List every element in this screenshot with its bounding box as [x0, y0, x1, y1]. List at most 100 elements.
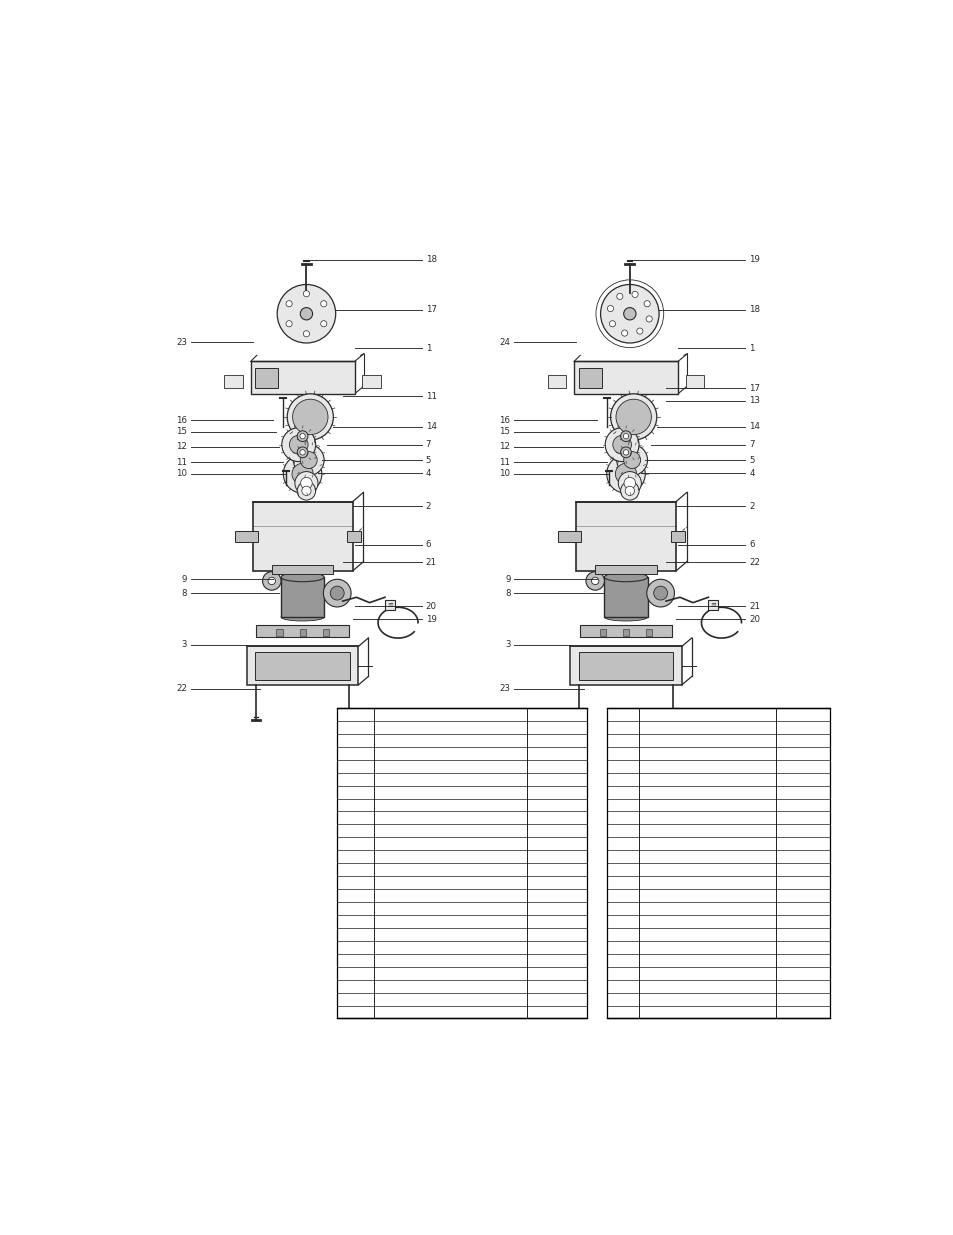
Text: 18: 18: [748, 305, 760, 315]
Text: 10: 10: [176, 469, 187, 478]
Circle shape: [620, 482, 639, 500]
Text: 9: 9: [181, 576, 187, 584]
Bar: [336, 708, 587, 1019]
Circle shape: [620, 447, 631, 458]
Circle shape: [620, 431, 631, 442]
Bar: [255, 368, 278, 388]
Bar: [604, 577, 647, 618]
Circle shape: [292, 463, 313, 484]
Circle shape: [645, 316, 652, 322]
Text: 2: 2: [748, 501, 754, 511]
Bar: [347, 531, 361, 542]
Circle shape: [277, 284, 335, 343]
Text: 24: 24: [499, 337, 510, 347]
Text: 12: 12: [176, 442, 187, 452]
Ellipse shape: [281, 614, 324, 621]
Circle shape: [622, 450, 628, 454]
Circle shape: [283, 454, 321, 493]
Circle shape: [297, 431, 308, 442]
Circle shape: [616, 399, 651, 435]
Circle shape: [646, 579, 674, 606]
Circle shape: [323, 579, 351, 606]
Text: 21: 21: [425, 558, 436, 567]
Text: 7: 7: [748, 440, 754, 450]
Text: 2: 2: [425, 501, 431, 511]
Circle shape: [320, 300, 327, 306]
FancyBboxPatch shape: [251, 362, 355, 394]
Text: 13: 13: [748, 396, 760, 405]
Bar: [645, 630, 652, 636]
Text: 16: 16: [499, 415, 510, 425]
Text: 22: 22: [176, 684, 187, 693]
Bar: [578, 368, 601, 388]
Text: 9: 9: [504, 576, 510, 584]
Text: 23: 23: [176, 337, 187, 347]
Circle shape: [609, 321, 615, 327]
Text: ≡: ≡: [387, 603, 393, 609]
Circle shape: [289, 435, 308, 454]
Text: 3: 3: [181, 641, 187, 650]
Text: 11: 11: [176, 458, 187, 467]
Text: 17: 17: [425, 305, 436, 315]
Circle shape: [621, 330, 627, 336]
Bar: [322, 630, 329, 636]
Circle shape: [607, 305, 613, 311]
Text: 7: 7: [425, 440, 431, 450]
Text: 20: 20: [748, 615, 760, 624]
Text: 3: 3: [504, 641, 510, 650]
Bar: [685, 375, 703, 388]
Text: 15: 15: [176, 427, 187, 436]
Text: 5: 5: [748, 456, 754, 464]
Bar: [234, 531, 257, 542]
Bar: [547, 375, 566, 388]
Text: 11: 11: [499, 458, 510, 467]
Circle shape: [631, 291, 638, 298]
Bar: [276, 630, 282, 636]
Text: 8: 8: [504, 589, 510, 598]
Text: 4: 4: [748, 468, 754, 478]
Circle shape: [301, 487, 311, 495]
Circle shape: [303, 290, 309, 296]
Bar: [570, 646, 681, 685]
Circle shape: [624, 487, 634, 495]
Circle shape: [293, 399, 328, 435]
Bar: [385, 600, 395, 610]
Bar: [578, 652, 673, 679]
Circle shape: [585, 572, 604, 590]
Text: 6: 6: [425, 540, 431, 550]
Ellipse shape: [604, 614, 647, 621]
Circle shape: [268, 577, 275, 584]
Bar: [670, 531, 684, 542]
Bar: [558, 531, 580, 542]
Circle shape: [297, 447, 308, 458]
Circle shape: [623, 452, 640, 468]
Text: 15: 15: [499, 427, 510, 436]
Circle shape: [600, 284, 659, 343]
Circle shape: [330, 587, 344, 600]
Text: 20: 20: [425, 601, 436, 611]
Text: 12: 12: [499, 442, 510, 452]
Bar: [708, 600, 718, 610]
Text: 19: 19: [425, 615, 436, 624]
Bar: [253, 501, 353, 571]
Circle shape: [300, 478, 312, 489]
Circle shape: [623, 308, 636, 320]
Circle shape: [615, 463, 636, 484]
Circle shape: [320, 321, 327, 327]
Circle shape: [653, 587, 667, 600]
FancyBboxPatch shape: [574, 362, 678, 394]
Text: 17: 17: [748, 384, 760, 393]
Bar: [595, 564, 656, 574]
Circle shape: [286, 321, 292, 327]
Bar: [599, 630, 605, 636]
Circle shape: [262, 572, 281, 590]
Text: 14: 14: [748, 422, 760, 431]
Text: 11: 11: [425, 391, 436, 400]
Bar: [606, 708, 829, 1019]
Text: 1: 1: [748, 343, 754, 353]
Circle shape: [300, 452, 317, 468]
Bar: [362, 375, 380, 388]
Circle shape: [294, 472, 317, 495]
Bar: [281, 577, 324, 618]
Circle shape: [643, 300, 650, 306]
